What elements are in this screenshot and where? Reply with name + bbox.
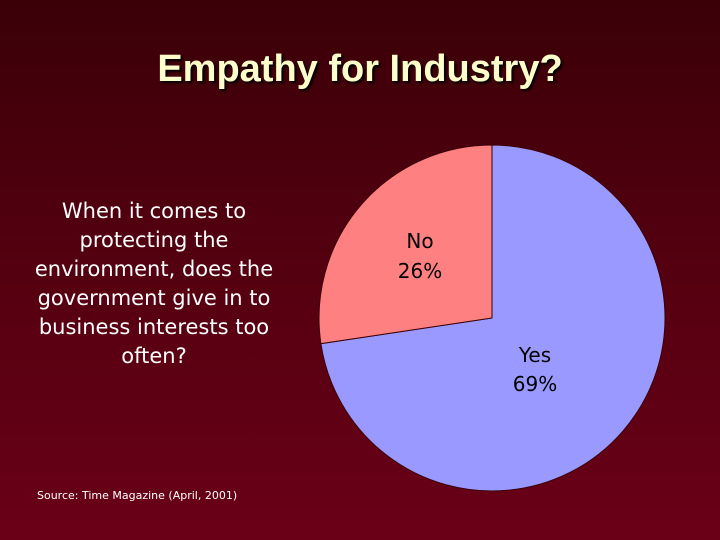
pie-slice-no	[318, 144, 493, 345]
source-note: Source: Time Magazine (April, 2001)	[37, 489, 238, 502]
slice-label-no: No	[406, 229, 433, 253]
slice-percent-yes: 69%	[513, 372, 557, 396]
slice-percent-no: 26%	[398, 259, 442, 283]
slice-label-yes: Yes	[518, 343, 551, 367]
slide-title: Empathy for Industry?	[157, 48, 563, 90]
survey-question: When it comes to protecting the environm…	[34, 199, 274, 368]
pie-slice-yes	[320, 144, 666, 492]
